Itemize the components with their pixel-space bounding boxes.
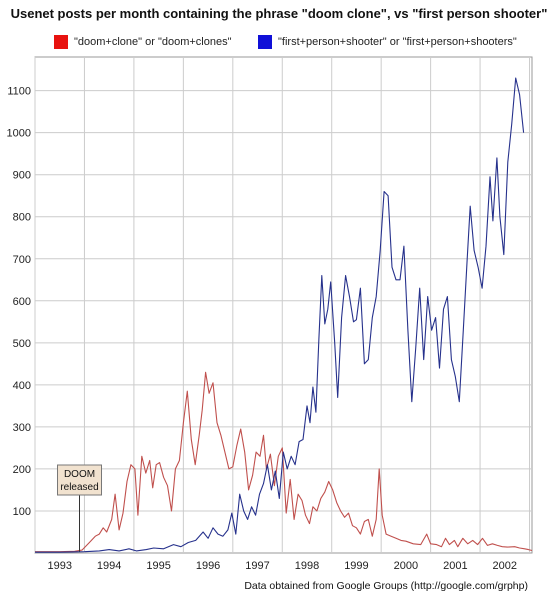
legend-item-doom-clone: "doom+clone" or "doom+clones": [54, 35, 232, 49]
x-axis-tick-labels: 1993 1994 1995 1996 1997 1998 1999 2000 2001 2002: [47, 560, 517, 572]
x-tick-label-2001: 2001: [443, 560, 467, 572]
x-tick-label-1994: 1994: [97, 560, 121, 572]
x-tick-label-1999: 1999: [344, 560, 368, 572]
x-tick-label-1997: 1997: [245, 560, 269, 572]
legend-label-doom-clone: "doom+clone" or "doom+clones": [74, 36, 232, 48]
legend-label-first-person-shooter: "first+person+shooter" or "first+person+…: [278, 36, 517, 48]
x-tick-label-2000: 2000: [394, 560, 418, 572]
x-tick-label-1998: 1998: [295, 560, 319, 572]
x-tick-label-1996: 1996: [196, 560, 220, 572]
y-tick-label-700: 700: [13, 254, 31, 266]
series-line-doom-clone: [35, 371, 533, 553]
data-source-note: Data obtained from Google Groups (http:/…: [244, 580, 528, 592]
x-tick-label-1995: 1995: [146, 560, 170, 572]
chart-title: Usenet posts per month containing the ph…: [10, 6, 548, 21]
y-tick-label-900: 900: [13, 170, 31, 182]
y-tick-label-800: 800: [13, 212, 31, 224]
y-tick-label-400: 400: [13, 380, 31, 392]
annotation-box: [57, 464, 103, 496]
y-tick-label-1100: 1100: [7, 86, 31, 98]
y-tick-label-1000: 1000: [7, 128, 31, 140]
y-axis-tick-labels: 100 200 300 400 500 600 700 800 900 1000 1100: [7, 86, 31, 518]
legend-swatch-doom-clone: [54, 35, 68, 49]
y-tick-label-300: 300: [13, 422, 31, 434]
legend-swatch-first-person-shooter: [258, 35, 272, 49]
doom-release-annotation: DOOM released: [57, 464, 103, 552]
annotation-text-line2: released: [60, 482, 98, 493]
x-tick-label-1993: 1993: [47, 560, 71, 572]
legend-item-first-person-shooter: "first+person+shooter" or "first+person+…: [258, 35, 517, 49]
x-tick-label-2002: 2002: [493, 560, 517, 572]
series-line-first-person-shooter: [35, 77, 525, 553]
y-tick-label-100: 100: [13, 506, 31, 518]
y-tick-label-200: 200: [13, 464, 31, 476]
y-tick-label-500: 500: [13, 338, 31, 350]
plot-area: [34, 56, 533, 554]
grid-lines: [34, 57, 532, 553]
series-lines: [35, 77, 533, 553]
y-tick-label-600: 600: [13, 296, 31, 308]
annotation-text-line1: DOOM: [64, 469, 95, 480]
